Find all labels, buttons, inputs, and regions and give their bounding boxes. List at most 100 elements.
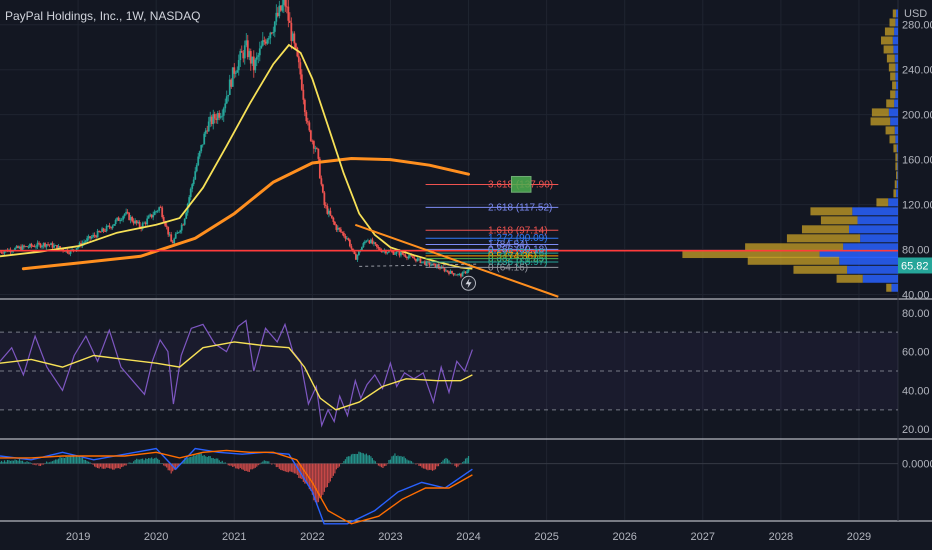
volume-profile-bar-up	[897, 162, 898, 171]
candle-down	[315, 147, 318, 149]
candle-down	[102, 228, 105, 232]
volume-profile-bar-up	[852, 207, 898, 216]
axes: 2019 2020 2021 2022 2023 2024 2025 2026 2027 2028…	[66, 8, 932, 543]
price-tick-label: 40.00	[902, 290, 930, 302]
candle-up	[461, 272, 464, 277]
candle-down	[311, 140, 314, 142]
candle-down	[98, 230, 101, 232]
volume-profile-bar-down	[890, 72, 896, 81]
candle-down	[353, 250, 356, 254]
candle-up	[54, 245, 57, 246]
candle-down	[312, 141, 315, 149]
candle-down	[279, 5, 282, 11]
candle-down	[38, 242, 40, 244]
candle-up	[407, 256, 410, 259]
support-dashed-line	[359, 263, 477, 267]
volume-profile-bar-down	[888, 63, 896, 72]
candle-down	[230, 79, 233, 87]
volume-profile-bar-down	[786, 234, 861, 243]
candle-up	[92, 234, 95, 237]
candle-down	[39, 243, 42, 248]
candle-up	[236, 70, 239, 73]
volume-profile-bar-down	[892, 9, 897, 18]
price-pane: 3.618 (137.90)2.618 (117.52)1.618 (97.14…	[0, 0, 898, 298]
x-tick-label: 2024	[456, 531, 480, 543]
candle-down	[330, 215, 333, 218]
volume-profile-bar-up	[895, 18, 898, 27]
x-tick-label: 2019	[66, 531, 90, 543]
volume-profile-bar-down	[810, 207, 853, 216]
macd-tick-label: 0.0000	[902, 459, 932, 471]
rsi-tick-label: 40.00	[902, 385, 930, 397]
candle-up	[227, 94, 230, 97]
candle-down	[305, 112, 308, 122]
candle-down	[104, 231, 107, 232]
x-tick-label: 2021	[222, 531, 246, 543]
candle-up	[228, 79, 231, 95]
candle-down	[218, 113, 221, 118]
candle-down	[165, 225, 168, 227]
candle-up	[41, 246, 43, 248]
candle-down	[464, 271, 467, 274]
volume-profile-bar-up	[891, 283, 898, 292]
candle-up	[35, 246, 37, 248]
candle-up	[3, 251, 6, 254]
candle-down	[308, 122, 311, 131]
candle-down	[162, 217, 165, 222]
candle-up	[386, 252, 389, 254]
candle-down	[117, 217, 120, 221]
candle-up	[195, 165, 198, 172]
candle-down	[391, 251, 393, 252]
candle-up	[149, 214, 152, 217]
candle-up	[327, 210, 330, 214]
candle-up	[177, 232, 180, 234]
volume-profile-bar-down	[896, 171, 898, 180]
rsi-pane	[0, 319, 898, 428]
candle-up	[27, 247, 30, 248]
candle-down	[398, 251, 401, 256]
candle-up	[362, 243, 365, 248]
candle-up	[198, 151, 201, 157]
volume-profile-bar-down	[894, 180, 897, 189]
candle-down	[89, 236, 92, 239]
x-tick-label: 2023	[378, 531, 402, 543]
candle-up	[201, 144, 204, 146]
candle-down	[299, 62, 302, 75]
candle-up	[425, 261, 428, 265]
candle-down	[439, 267, 441, 269]
candle-up	[134, 220, 137, 224]
candle-up	[291, 33, 294, 41]
price-tick-label: 160.00	[902, 155, 932, 167]
candle-down	[376, 244, 378, 247]
candle-down	[317, 148, 320, 159]
candle-down	[170, 234, 173, 242]
x-tick-label: 2027	[691, 531, 715, 543]
descending-trendline	[354, 223, 559, 298]
macd-line	[0, 447, 473, 525]
candle-down	[126, 211, 129, 213]
x-tick-label: 2025	[534, 531, 558, 543]
volume-profile-bar-up	[843, 243, 898, 252]
candle-up	[207, 121, 210, 132]
candle-down	[424, 261, 426, 265]
currency-label: USD	[904, 8, 927, 20]
volume-profile-bar-up	[896, 180, 898, 189]
candle-down	[51, 243, 54, 248]
candle-up	[42, 243, 45, 247]
candle-down	[455, 274, 458, 276]
candle-up	[370, 239, 372, 244]
candle-up	[367, 240, 369, 242]
candle-down	[403, 254, 405, 256]
fib-level-label: 1.272 (90.09)	[488, 233, 547, 244]
candle-up	[221, 115, 224, 117]
volume-profile-bar-down	[883, 45, 894, 54]
candle-up	[418, 258, 420, 260]
candle-up	[14, 248, 16, 251]
candle-up	[141, 223, 144, 229]
fib-level-label: 0 (64.16)	[488, 262, 528, 273]
candle-up	[458, 273, 461, 275]
candle-up	[209, 116, 212, 122]
candle-down	[56, 245, 58, 250]
candle-up	[101, 228, 104, 232]
volume-profile-bar-down	[889, 135, 896, 144]
